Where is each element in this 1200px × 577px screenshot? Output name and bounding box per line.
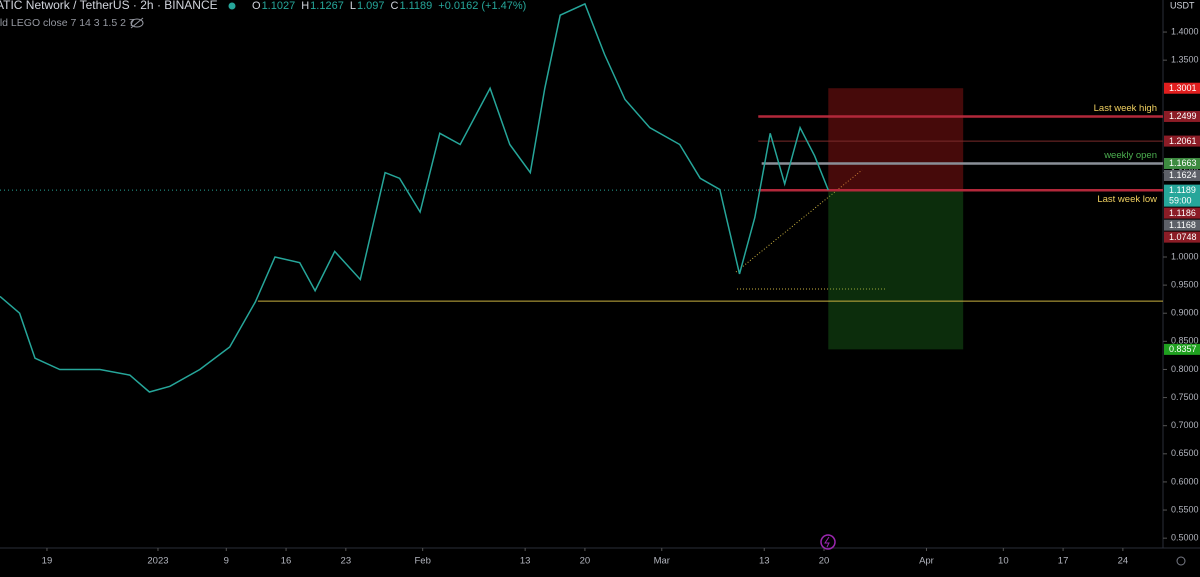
status-dot: [228, 2, 236, 10]
price-tag: [1164, 219, 1200, 231]
ohlc-key: H: [301, 0, 309, 12]
y-tick-label: 0.6000: [1171, 476, 1199, 486]
x-tick-label: 16: [281, 556, 292, 567]
x-tick-label: 17: [1058, 556, 1069, 567]
currency-label[interactable]: USDT: [1170, 0, 1195, 10]
price-tag: [1164, 169, 1200, 181]
price-tag: [1164, 343, 1200, 355]
price-tag: [1164, 231, 1200, 243]
x-tick-label: Mar: [654, 556, 670, 567]
stop-zone: [828, 88, 964, 191]
ohlc-value: 1.097: [357, 0, 385, 12]
price-tag: [1164, 135, 1200, 147]
eye-icon[interactable]: [130, 17, 144, 29]
price-tag-label: 0.8357: [1169, 344, 1197, 354]
price-tag-label: 1.0748: [1169, 232, 1197, 242]
price-tag-label: 1.1168: [1169, 220, 1196, 230]
price-tag: [1164, 82, 1200, 94]
change: +0.0162 (+1.47%): [438, 0, 526, 12]
y-tick-label: 0.7500: [1171, 392, 1199, 402]
x-tick-label: 10: [998, 556, 1009, 567]
trend-line: [735, 169, 863, 273]
price-series: [0, 2, 829, 393]
ohlc-value: 1.1267: [310, 0, 344, 12]
price-tag-label: 1.3001: [1169, 83, 1197, 93]
countdown: 59:00: [1169, 196, 1192, 206]
x-tick-label: 20: [819, 556, 830, 567]
y-tick-label: 0.6500: [1171, 448, 1199, 458]
price-tag-label: 1.1186: [1169, 208, 1196, 218]
level-label: Last week low: [1097, 194, 1157, 205]
chart-title: ATIC Network / TetherUS · 2h · BINANCE: [0, 0, 218, 12]
x-tick-label: 19: [42, 556, 53, 567]
x-tick-label: 13: [759, 556, 770, 567]
ohlc-key: C: [390, 0, 398, 12]
ohlc-key: L: [350, 0, 356, 12]
y-tick-label: 1.0000: [1171, 251, 1199, 261]
y-tick-label: 0.8500: [1171, 336, 1199, 346]
x-tick-label: 23: [341, 556, 352, 567]
x-tick-label: 2023: [147, 556, 168, 567]
price-tag: [1164, 184, 1200, 207]
y-tick-label: 1.3500: [1171, 55, 1199, 65]
target-zone: [828, 190, 964, 350]
ohlc-legend: O 1.1027 H 1.1267 L 1.097 C 1.1189 +0.0162 (+1.4…: [252, 0, 526, 12]
price-tag-label: 1.1624: [1169, 170, 1197, 180]
y-tick-label: 0.9500: [1171, 279, 1199, 289]
level-label: weekly open: [1103, 150, 1157, 161]
price-tag-label: 1.2499: [1169, 111, 1197, 121]
y-tick-label: 1.4000: [1171, 26, 1199, 36]
events-icon[interactable]: [820, 534, 836, 550]
ohlc-key: O: [252, 0, 261, 12]
price-tag: [1164, 157, 1200, 169]
y-tick-label: 0.5500: [1171, 504, 1199, 514]
price-tag: [1164, 207, 1200, 219]
x-tick-label: Apr: [919, 556, 934, 567]
y-tick-label: 0.9000: [1171, 308, 1199, 318]
x-tick-label: Feb: [414, 556, 430, 567]
price-tag-label: 1.1663: [1169, 158, 1197, 168]
price-tag: [1164, 110, 1200, 122]
y-tick-label: 0.7000: [1171, 420, 1199, 430]
level-label: Last week high: [1094, 103, 1157, 114]
indicator-label: old LEGO close 7 14 3 1.5 2 7: [0, 17, 135, 29]
settings-icon[interactable]: [1176, 556, 1186, 566]
ohlc-value: 1.1189: [399, 0, 432, 12]
x-tick-label: 20: [580, 556, 591, 567]
events-icon: [824, 536, 830, 548]
price-tag-label: 1.2061: [1169, 136, 1197, 146]
x-tick-label: 13: [520, 556, 531, 567]
y-tick-label: 0.5000: [1171, 533, 1199, 543]
x-tick-label: 24: [1118, 556, 1129, 567]
price-tag-label: 1.1189: [1169, 185, 1196, 195]
x-tick-label: 9: [224, 556, 229, 567]
ohlc-value: 1.1027: [262, 0, 296, 12]
y-tick-label: 0.8000: [1171, 364, 1199, 374]
